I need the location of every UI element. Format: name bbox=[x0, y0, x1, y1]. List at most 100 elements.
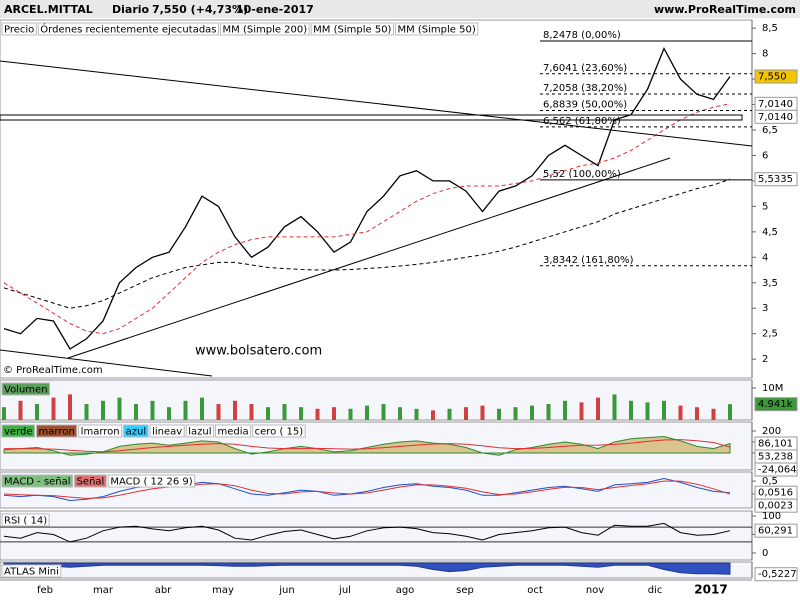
x-tick-label: oct bbox=[527, 585, 543, 596]
legend-bg bbox=[1, 22, 37, 36]
y-tick-label: 4,5 bbox=[762, 227, 778, 238]
volume-bar bbox=[612, 394, 617, 420]
value-tag-label: 7,0140 bbox=[758, 99, 793, 110]
y-tick-label: 0 bbox=[762, 548, 768, 559]
volume-bar bbox=[266, 407, 270, 420]
volume-bar bbox=[414, 408, 419, 420]
legend-item: verde bbox=[4, 427, 33, 438]
legend-bg bbox=[1, 382, 51, 396]
volume-bar bbox=[695, 407, 699, 420]
legend-bg bbox=[78, 424, 123, 438]
legend-bg bbox=[214, 424, 252, 438]
legend-bg bbox=[36, 424, 78, 438]
y-tick-label: 200 bbox=[762, 426, 781, 437]
value-tag-label: 7,550 bbox=[758, 72, 787, 83]
value-tag bbox=[754, 523, 798, 538]
fib-label: 6,562 (61,80%) bbox=[543, 116, 621, 127]
legend-bg bbox=[220, 22, 310, 36]
legend-item: MACD ( 12 26 9) bbox=[110, 477, 192, 488]
y-tick-label: 2 bbox=[762, 354, 768, 365]
panel bbox=[0, 510, 753, 561]
header-bar bbox=[0, 0, 800, 18]
channel-box bbox=[0, 114, 743, 121]
volume-bar bbox=[51, 397, 56, 420]
volume-bar bbox=[728, 404, 732, 420]
volume-bar bbox=[464, 407, 468, 420]
value-tag bbox=[754, 397, 798, 412]
volume-bar bbox=[249, 404, 254, 420]
value-tag bbox=[754, 567, 798, 582]
x-tick-label: 2017 bbox=[694, 583, 727, 597]
x-tick-label: ago bbox=[396, 585, 415, 596]
y-tick-label: 8,5 bbox=[762, 23, 778, 34]
x-tick-label: may bbox=[212, 585, 234, 596]
x-tick-label: dic bbox=[648, 585, 663, 596]
fib-label: 8,2478 (0,00%) bbox=[543, 30, 621, 41]
x-tick-label: feb bbox=[37, 585, 53, 596]
value-tag-label: -0,5227 bbox=[758, 569, 797, 580]
volume-bar bbox=[711, 408, 716, 420]
fib-label: 5,52 (100,00%) bbox=[543, 169, 621, 180]
volume-bar bbox=[629, 400, 633, 420]
volume-bar bbox=[398, 407, 402, 420]
legend-item: azul bbox=[126, 427, 147, 438]
plot bbox=[2, 394, 732, 420]
volume-bar bbox=[645, 402, 650, 420]
plot bbox=[3, 522, 731, 543]
fib-label: 7,6041 (23,60%) bbox=[543, 63, 627, 74]
legend-bg bbox=[37, 22, 220, 36]
legend-bg bbox=[123, 424, 149, 438]
legend-bg bbox=[185, 424, 214, 438]
series-line bbox=[3, 522, 731, 543]
volume-bar bbox=[596, 397, 600, 420]
value-tag-label: 0,0023 bbox=[758, 501, 793, 512]
series-line bbox=[3, 178, 731, 309]
volume-bar bbox=[315, 408, 320, 420]
volume-bar bbox=[348, 408, 353, 420]
site: www.ProRealTime.com bbox=[654, 3, 796, 16]
volume-bar bbox=[332, 407, 336, 420]
y-tick-label: 8 bbox=[762, 49, 768, 60]
volume-bar bbox=[447, 408, 452, 420]
volume-bar bbox=[134, 404, 138, 420]
volume-bar bbox=[662, 400, 666, 420]
volume-bar bbox=[150, 400, 155, 420]
volume-bar bbox=[299, 407, 303, 420]
legend-bg bbox=[1, 424, 36, 438]
value-tag-label: 4.941k bbox=[758, 399, 793, 410]
legend-item: lineav bbox=[152, 427, 182, 438]
legend-bg bbox=[149, 424, 185, 438]
legend-bg bbox=[74, 474, 107, 488]
x-tick-label: mar bbox=[93, 585, 114, 596]
value-tag-label: -24,064 bbox=[758, 465, 797, 476]
volume-bar bbox=[84, 404, 89, 420]
legend-item: MM (Simple 50) bbox=[397, 25, 475, 36]
volume-bar bbox=[167, 407, 171, 420]
volume-bar bbox=[678, 405, 683, 420]
trendlines bbox=[0, 60, 753, 377]
volume-bar bbox=[35, 404, 39, 420]
legend-bg bbox=[394, 22, 479, 36]
quote: 7,550 (+4,73%) bbox=[152, 3, 248, 16]
value-tag bbox=[754, 109, 798, 124]
value-tag-label: 5,5335 bbox=[758, 174, 793, 185]
y-tick-label: 3,5 bbox=[762, 278, 778, 289]
legend-item: media bbox=[217, 427, 248, 438]
value-tag bbox=[754, 69, 798, 84]
legend-bg bbox=[310, 22, 394, 36]
legend-item: Señal bbox=[77, 477, 105, 488]
y-tick-label: 6,5 bbox=[762, 125, 778, 136]
watermark: www.bolsatero.com bbox=[195, 344, 322, 359]
volume-bar bbox=[365, 405, 369, 420]
plot bbox=[3, 562, 731, 575]
volume-bar bbox=[579, 402, 584, 420]
volume-bar bbox=[233, 400, 237, 420]
trendline bbox=[67, 157, 671, 359]
series-line bbox=[3, 103, 731, 335]
panels: feb mar abr may jun jul ago sep oct nov dic 2017 2 2,… bbox=[0, 19, 798, 597]
series-line bbox=[3, 46, 731, 350]
fib-label: 7,2058 (38,20%) bbox=[543, 83, 627, 94]
value-tag-label: 0,0516 bbox=[758, 488, 793, 499]
panel bbox=[0, 19, 753, 379]
